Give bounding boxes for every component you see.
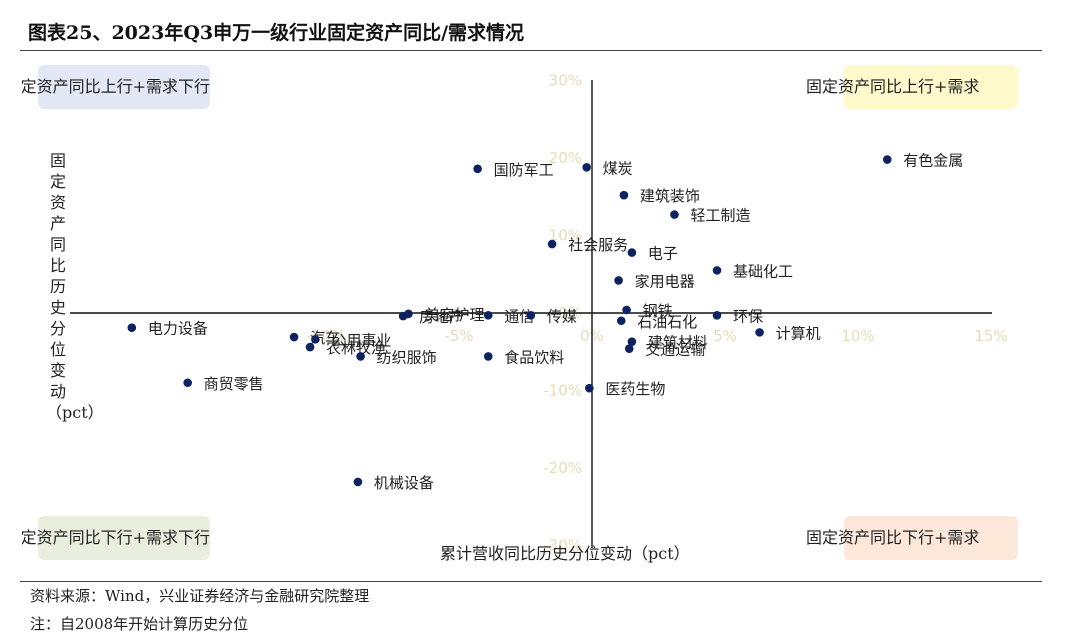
data-point-label: 国防军工	[494, 161, 554, 179]
data-point-label: 农林牧渔	[326, 339, 386, 357]
data-point	[712, 311, 722, 320]
data-point	[547, 239, 557, 249]
y-tick-label: 30%	[549, 72, 582, 90]
quadrant-text-bottom-right: 固定资产同比下行+需求	[806, 528, 980, 547]
quadrant-label-bottom-right: 固定资产同比下行+需求	[800, 516, 1018, 560]
chart-title: 图表25、2023年Q3申万一级行业固定资产同比/需求情况	[28, 22, 525, 44]
data-point	[670, 210, 679, 219]
data-point-label: 社会服务	[568, 236, 628, 254]
data-point-label: 电子	[648, 245, 678, 263]
data-point	[614, 276, 623, 285]
quadrant-label-top-right: 固定资产同比上行+需求	[800, 65, 1018, 109]
y-axis-label: 固定资产同比历史分位变动（pct）	[46, 151, 104, 422]
data-point-label: 纺织服饰	[377, 348, 437, 366]
data-point-label: 公用事业	[331, 331, 391, 349]
data-point	[526, 311, 536, 320]
x-axis-label: 累计营收同比历史分位变动（pct）	[440, 544, 690, 563]
data-point-label: 家用电器	[635, 272, 695, 290]
data-point-label: 商贸零售	[204, 375, 264, 393]
bottom-rule	[20, 581, 1042, 582]
data-point-label: 美容护理	[424, 306, 484, 324]
data-point	[624, 344, 634, 353]
data-point-label: 食品饮料	[504, 348, 564, 366]
data-point-label: 煤炭	[603, 159, 633, 177]
data-point	[622, 305, 631, 315]
quadrant-bg-bottom-right	[844, 516, 1018, 560]
quadrant-label-top-left: 定资产同比上行+需求下行	[22, 65, 210, 109]
data-point-label: 交通运输	[645, 341, 705, 359]
data-point	[289, 332, 299, 342]
quadrant-bg-bottom-left	[38, 516, 210, 560]
data-point-label: 通信	[504, 307, 534, 325]
data-point	[127, 323, 137, 333]
scatter-chart: -10% -5% 0% 5% 10% 15%30%20%10%0%-10%-20%-30%…	[70, 72, 1008, 555]
data-point	[755, 328, 764, 337]
quadrant-label-bottom-left: 定资产同比下行+需求下行	[22, 516, 210, 560]
y-tick-label: -10%	[543, 382, 582, 400]
x-tick-label: 15%	[974, 327, 1007, 345]
data-point-label: 医药生物	[605, 380, 665, 398]
data-point-label: 传媒	[547, 307, 577, 325]
data-point	[627, 248, 637, 257]
data-point	[483, 311, 493, 320]
data-point-label: 机械设备	[374, 474, 434, 492]
y-tick-label: 20%	[549, 149, 582, 167]
data-point	[305, 342, 315, 352]
data-point-label: 房地产	[419, 308, 464, 326]
x-tick-label: -5%	[444, 327, 473, 345]
data-point-label: 有色金属	[903, 152, 963, 170]
data-point-label: 建筑材料	[648, 334, 708, 352]
data-point	[619, 190, 629, 200]
data-point-label: 石油石化	[637, 313, 697, 331]
data-point	[473, 164, 482, 174]
quadrant-text-top-left: 定资产同比上行+需求下行	[22, 77, 210, 96]
data-point	[356, 352, 365, 361]
x-tick-label: 5%	[713, 327, 737, 345]
y-tick-label: 10%	[549, 227, 582, 245]
data-point-label: 轻工制造	[690, 207, 750, 225]
quadrant-bg-top-right	[844, 65, 1018, 109]
data-point-label: 环保	[733, 307, 763, 325]
data-point	[353, 477, 363, 487]
quadrant-bg-top-left	[38, 65, 210, 109]
data-point	[882, 155, 892, 164]
top-rule	[20, 50, 1042, 51]
data-point	[585, 383, 594, 393]
quadrant-text-bottom-left: 定资产同比下行+需求下行	[22, 528, 210, 547]
data-point	[627, 337, 637, 346]
data-point-label: 建筑装饰	[640, 187, 700, 205]
data-point-label: 电力设备	[148, 320, 208, 338]
quadrant-text-top-right: 固定资产同比上行+需求	[806, 77, 980, 96]
x-tick-label: 10%	[841, 327, 874, 345]
data-point	[183, 378, 192, 388]
data-point	[483, 352, 493, 361]
data-point	[616, 316, 626, 326]
y-tick-label: -20%	[543, 459, 582, 477]
footnote: 注：自2008年开始计算历史分位	[30, 615, 249, 633]
source-note: 资料来源：Wind，兴业证券经济与金融研究院整理	[30, 587, 370, 605]
y-tick-label: -30%	[543, 537, 582, 555]
data-point-label: 钢铁	[643, 302, 673, 320]
data-point	[311, 335, 320, 344]
data-point-label: 基础化工	[733, 262, 793, 280]
data-point	[582, 163, 591, 172]
data-point	[398, 311, 408, 321]
data-point-label: 计算机	[776, 324, 821, 342]
data-point	[712, 266, 722, 275]
